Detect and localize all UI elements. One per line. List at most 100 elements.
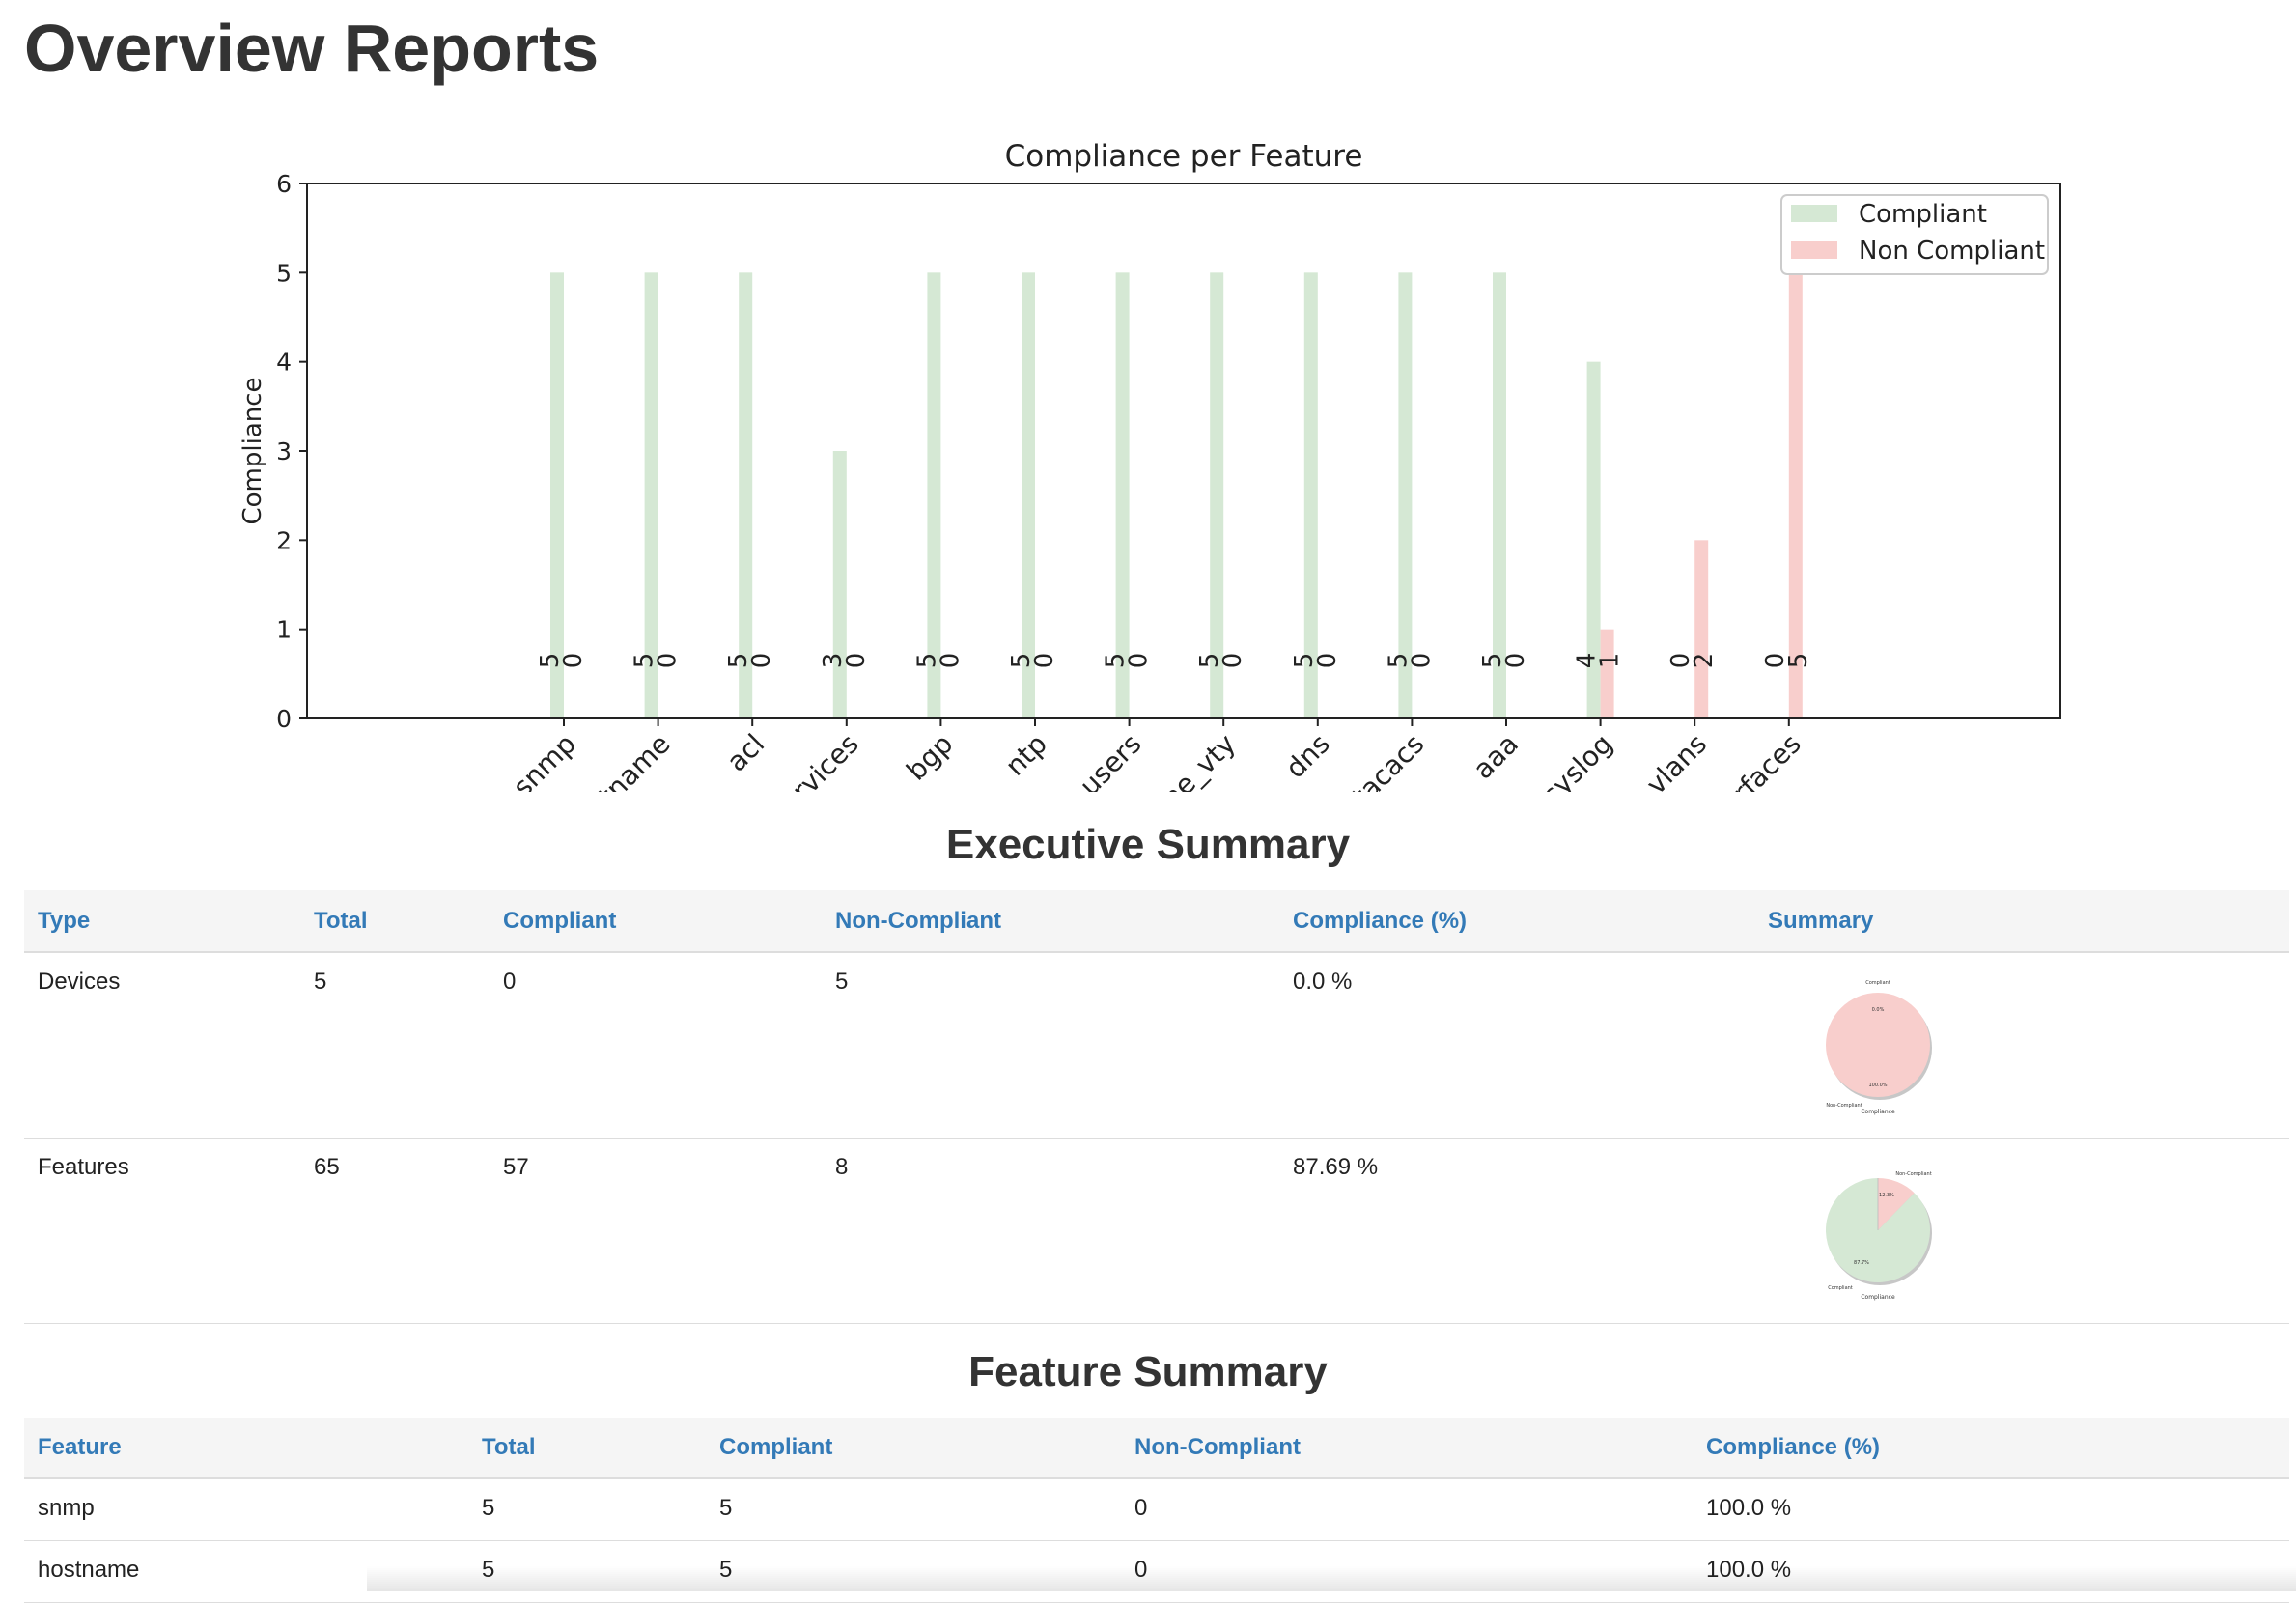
cell-compliant: 57	[490, 1138, 822, 1324]
x-tick-label: snmp	[507, 728, 582, 803]
x-tick-label: syslog	[1536, 728, 1619, 811]
legend-compliant-label: Compliant	[1859, 200, 1987, 229]
feature-summary-table: Feature Total Compliant Non-Compliant Co…	[24, 1418, 2289, 1603]
executive-summary-table: Type Total Compliant Non-Compliant Compl…	[24, 890, 2289, 1324]
cell-total: 5	[468, 1540, 706, 1603]
compliant-value-label: 5	[724, 653, 753, 669]
x-tick-label: tacacs	[1346, 728, 1430, 812]
cell-compliant: 5	[706, 1540, 1121, 1603]
header-type[interactable]: Type	[24, 890, 300, 953]
legend-box	[1780, 194, 2049, 275]
x-tick-label: hostname	[558, 728, 676, 830]
executive-header-row: Type Total Compliant Non-Compliant Compl…	[24, 890, 2289, 953]
pie-label-bottom: Compliant	[1828, 1285, 1853, 1291]
page-title: Overview Reports	[24, 11, 600, 86]
cell-percent: 100.0 %	[1693, 1478, 2289, 1541]
y-axis-label: Compliance	[238, 377, 267, 524]
cell-non-compliant: 0	[1121, 1540, 1693, 1603]
cell-percent: 0.0 %	[1279, 952, 1754, 1139]
x-tick-label: vlans	[1640, 728, 1714, 802]
non-compliant-value-label: 2	[1690, 653, 1719, 669]
non-compliant-bar	[1788, 272, 1803, 718]
pie-pct-top: 12.3%	[1879, 1193, 1894, 1198]
features-summary-pie-chart: Non-Compliant 12.3% 87.7% Compliant Complian…	[1826, 1171, 1932, 1301]
compliant-value-label: 4	[1573, 653, 1602, 669]
x-tick-label: services	[764, 728, 865, 830]
compliant-value-label: 5	[1290, 653, 1319, 669]
x-tick-label: acl	[720, 728, 770, 778]
cell-feature: snmp	[24, 1478, 468, 1541]
table-row: Devices 5 0 5 0.0 % Compliant 0.0% 100.0% N…	[24, 952, 2289, 1139]
compliant-bar	[1022, 272, 1035, 718]
non-compliant-bar	[1694, 540, 1709, 718]
cell-total: 65	[300, 1138, 490, 1324]
compliant-bar	[927, 272, 941, 718]
cell-total: 5	[300, 952, 490, 1139]
feature-summary-title: Feature Summary	[968, 1348, 1328, 1395]
non-compliant-value-label: 0	[1218, 653, 1247, 669]
legend-non-compliant-label: Non Compliant	[1859, 237, 2045, 266]
x-tick-label: interfaces	[1690, 728, 1807, 830]
non-compliant-value-label: 0	[1501, 653, 1530, 669]
table-row: snmp 5 5 0 100.0 %	[24, 1478, 2289, 1541]
cell-summary: Non-Compliant 12.3% 87.7% Compliant Complian…	[1754, 1138, 2289, 1324]
compliant-value-label: 3	[819, 653, 848, 669]
executive-summary-title: Executive Summary	[945, 821, 1351, 868]
cell-type: Features	[24, 1138, 300, 1324]
x-tick-label: aaa	[1467, 728, 1525, 786]
pie-label-compliant: Non-Compliant	[1895, 1171, 1931, 1177]
compliant-value-label: 5	[630, 653, 659, 669]
x-tick-label: bgp	[900, 728, 959, 787]
non-compliant-value-label: 5	[1784, 653, 1813, 669]
compliant-bar	[832, 451, 847, 718]
pie-pct-top: 0.0%	[1872, 1007, 1885, 1013]
compliant-bar	[1303, 272, 1318, 718]
header-compliance-percent[interactable]: Compliance (%)	[1693, 1418, 2289, 1479]
cell-total: 5	[468, 1478, 706, 1541]
compliant-bar	[1493, 272, 1506, 718]
x-tick-label: ntp	[999, 728, 1053, 782]
compliant-bar	[550, 272, 564, 718]
compliant-value-label: 5	[536, 653, 565, 669]
non-compliant-value-label: 0	[1313, 653, 1342, 669]
y-tick-label: 0	[276, 705, 292, 733]
header-total[interactable]: Total	[300, 890, 490, 953]
compliant-value-label: 5	[1007, 653, 1036, 669]
cell-compliant: 0	[490, 952, 822, 1139]
compliant-bar	[1586, 361, 1601, 718]
y-tick-label: 4	[276, 349, 292, 377]
header-compliance-percent[interactable]: Compliance (%)	[1279, 890, 1754, 953]
non-compliant-value-label: 0	[747, 653, 776, 669]
header-non-compliant[interactable]: Non-Compliant	[822, 890, 1279, 953]
non-compliant-bar	[1600, 629, 1614, 718]
compliant-value-label: 5	[1102, 653, 1131, 669]
y-tick-label: 1	[276, 616, 292, 644]
pie-xlabel: Compliance	[1861, 1294, 1895, 1301]
compliant-value-label: 5	[912, 653, 941, 669]
header-total[interactable]: Total	[468, 1418, 706, 1479]
header-summary[interactable]: Summary	[1754, 890, 2289, 953]
compliant-value-label: 5	[1478, 653, 1507, 669]
cell-non-compliant: 8	[822, 1138, 1279, 1324]
header-feature[interactable]: Feature	[24, 1418, 468, 1479]
feature-header-row: Feature Total Compliant Non-Compliant Co…	[24, 1418, 2289, 1479]
header-compliant[interactable]: Compliant	[706, 1418, 1121, 1479]
header-compliant[interactable]: Compliant	[490, 890, 822, 953]
table-row: Features 65 57 8 87.69 % Non-Compliant 12…	[24, 1138, 2289, 1324]
chart-title: Compliance per Feature	[1005, 139, 1363, 174]
non-compliant-value-label: 1	[1596, 653, 1625, 669]
non-compliant-value-label: 0	[559, 653, 588, 669]
legend-non-compliant-swatch	[1791, 241, 1837, 259]
compliant-bar	[1115, 272, 1130, 718]
header-non-compliant[interactable]: Non-Compliant	[1121, 1418, 1693, 1479]
chart-legend: Compliant Non Compliant	[1780, 194, 2049, 275]
non-compliant-value-label: 0	[936, 653, 965, 669]
pie-label-bottom: Non-Compliant	[1826, 1103, 1862, 1109]
legend-compliant-swatch	[1791, 205, 1837, 222]
devices-summary-pie-chart: Compliant 0.0% 100.0% Non-CompliantComplian…	[1826, 980, 1932, 1115]
non-compliant-slice	[1878, 1177, 1915, 1230]
table-row: hostname 5 5 0 100.0 %	[24, 1540, 2289, 1603]
